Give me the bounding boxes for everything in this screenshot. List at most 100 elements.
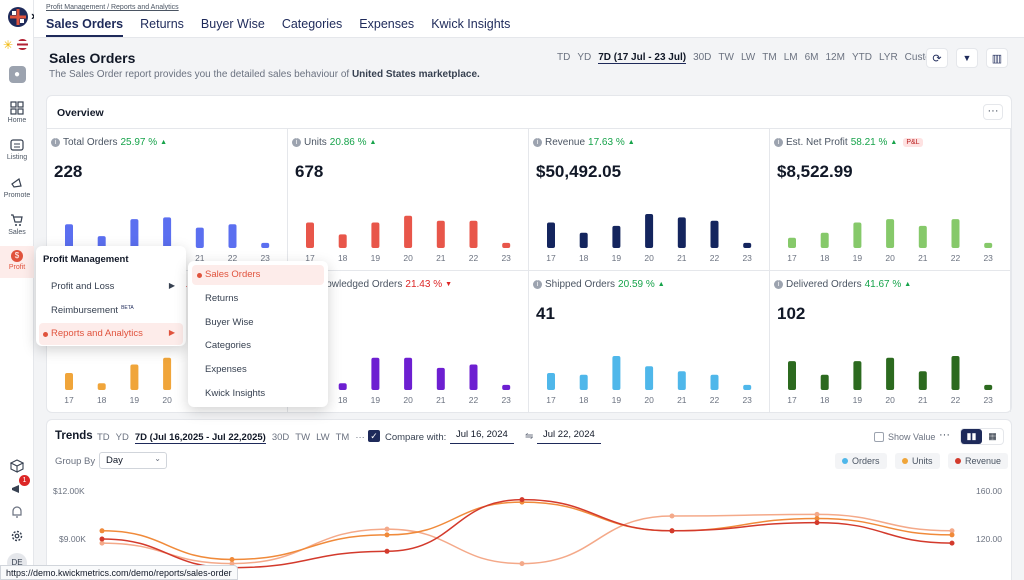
rail-item-promote[interactable]: Promote — [0, 176, 34, 199]
bar[interactable] — [579, 374, 588, 390]
bar[interactable] — [612, 356, 621, 390]
info-icon[interactable]: i — [774, 138, 783, 147]
metric-card[interactable]: i Delivered Orders 41.67 % ▲ 102 17 18 19 20 21 22… — [770, 270, 1011, 412]
tab-returns[interactable]: Returns — [140, 17, 184, 31]
rail-item-home[interactable]: Home — [0, 101, 34, 124]
menu-item-reimbursement[interactable]: Reimbursement BETA — [39, 300, 183, 322]
info-icon[interactable]: i — [292, 138, 301, 147]
overview-more-button[interactable]: ··· — [983, 104, 1003, 120]
bar[interactable] — [820, 374, 829, 390]
bar[interactable] — [404, 357, 413, 390]
show-value-toggle[interactable]: Show Value — [874, 432, 935, 442]
rail-item-profit[interactable]: $ Profit — [0, 246, 34, 278]
bar[interactable] — [547, 222, 555, 249]
legend-item[interactable]: Units — [895, 453, 940, 469]
bar[interactable] — [404, 215, 413, 248]
bar[interactable] — [645, 366, 654, 390]
bar[interactable] — [130, 364, 139, 391]
user-profile-button[interactable]: ● — [0, 66, 34, 83]
tab-categories[interactable]: Categories — [281, 17, 343, 31]
bar[interactable] — [261, 242, 270, 248]
info-icon[interactable]: i — [774, 280, 783, 289]
range-option[interactable]: LW — [740, 52, 756, 63]
rail-item-sales[interactable]: Sales — [0, 213, 34, 236]
bar[interactable] — [163, 357, 172, 390]
bar[interactable] — [886, 219, 895, 248]
trend-point[interactable] — [669, 528, 675, 534]
submenu-item[interactable]: Sales Orders — [192, 265, 324, 285]
bar[interactable] — [677, 217, 686, 248]
bar[interactable] — [306, 222, 314, 249]
trend-point[interactable] — [99, 536, 105, 542]
bar[interactable] — [951, 219, 960, 248]
bar-chart-icon[interactable]: ▮▮ — [961, 429, 982, 444]
tab-buyer-wise[interactable]: Buyer Wise — [200, 17, 265, 31]
range-option[interactable]: Custom — [904, 52, 940, 63]
bar[interactable] — [163, 217, 172, 248]
bar[interactable] — [547, 373, 555, 390]
bar[interactable] — [612, 225, 621, 248]
legend-item[interactable]: Orders — [835, 453, 887, 469]
trend-point[interactable] — [519, 497, 525, 503]
bar[interactable] — [338, 234, 347, 248]
pl-badge[interactable]: P&L — [903, 138, 923, 147]
trend-range-option[interactable]: YD — [115, 432, 129, 443]
compare-from-date[interactable]: Jul 16, 2024 — [450, 429, 514, 444]
bar[interactable] — [710, 220, 719, 248]
kwick-logo[interactable] — [7, 6, 29, 28]
rail-announcements-button[interactable]: 1 — [0, 475, 34, 496]
bar[interactable] — [97, 236, 106, 248]
range-option[interactable]: LM — [783, 52, 798, 63]
bar[interactable] — [788, 361, 796, 390]
bar[interactable] — [469, 220, 478, 248]
submenu-item[interactable]: Buyer Wise — [192, 313, 324, 333]
bar[interactable] — [97, 383, 106, 390]
trend-point[interactable] — [99, 540, 105, 546]
submenu-item[interactable]: Expenses — [192, 360, 324, 380]
group-by-select[interactable]: Day ⌄ — [99, 452, 167, 469]
range-option[interactable]: TW — [718, 52, 734, 63]
bar[interactable] — [502, 384, 511, 390]
rail-inventory-button[interactable] — [0, 459, 34, 473]
trend-point[interactable] — [384, 548, 390, 554]
bar[interactable] — [371, 222, 380, 249]
bar[interactable] — [579, 232, 588, 248]
bar[interactable] — [469, 364, 478, 391]
more-ranges-button[interactable]: ··· — [355, 432, 365, 443]
trend-point[interactable] — [814, 516, 820, 521]
table-view-icon[interactable]: ▦ — [988, 431, 997, 441]
bar[interactable] — [918, 225, 927, 248]
trends-more-button[interactable]: ··· — [939, 429, 950, 441]
compare-to-date[interactable]: Jul 22, 2024 — [537, 429, 601, 444]
bar[interactable] — [436, 367, 445, 390]
tab-sales-orders[interactable]: Sales Orders — [46, 17, 124, 37]
trend-point[interactable] — [814, 520, 820, 526]
trend-point[interactable] — [519, 561, 525, 567]
trend-point[interactable] — [949, 532, 955, 538]
range-option[interactable]: TD — [557, 52, 571, 63]
bar[interactable] — [130, 219, 139, 248]
info-icon[interactable]: i — [51, 138, 60, 147]
bar[interactable] — [853, 222, 862, 249]
bar[interactable] — [984, 242, 993, 248]
range-option[interactable]: YD — [577, 52, 592, 63]
trend-point[interactable] — [669, 513, 675, 519]
trend-point[interactable] — [949, 540, 955, 546]
tab-expenses[interactable]: Expenses — [359, 17, 415, 31]
menu-item-reports-and-analytics[interactable]: Reports and Analytics ▶ — [39, 323, 183, 345]
trend-point[interactable] — [384, 526, 390, 532]
rail-item-listing[interactable]: Listing — [0, 138, 34, 161]
metric-card[interactable]: i Est. Net Profit 58.21 % ▲ P&L $8,522.99 17 18… — [770, 128, 1011, 270]
rail-settings-button[interactable] — [0, 529, 34, 543]
bar[interactable] — [338, 383, 347, 390]
bar[interactable] — [502, 242, 511, 248]
bar[interactable] — [984, 384, 993, 390]
layout-button[interactable]: ▥ — [986, 48, 1008, 68]
trend-point[interactable] — [229, 557, 235, 562]
trend-point[interactable] — [229, 561, 235, 567]
bar[interactable] — [918, 371, 927, 390]
trend-range-option[interactable]: 30D — [271, 432, 290, 443]
bar[interactable] — [228, 224, 237, 248]
range-option[interactable]: 12M — [825, 52, 845, 63]
range-option[interactable]: 6M — [804, 52, 819, 63]
